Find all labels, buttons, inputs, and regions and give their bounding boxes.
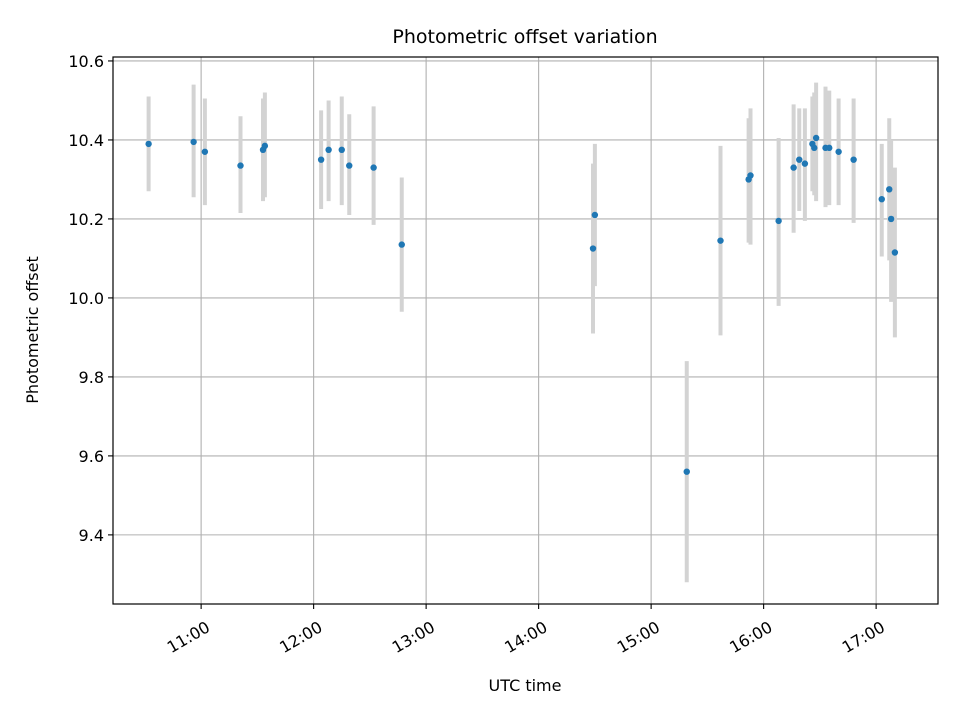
data-point: [370, 164, 377, 171]
data-point: [796, 156, 803, 163]
data-point: [887, 215, 895, 223]
data-point: [801, 160, 809, 167]
y-tick-label: 10.0: [68, 289, 104, 308]
data-point: [261, 142, 269, 150]
data-point: [325, 146, 332, 154]
x-axis-title: UTC time: [489, 676, 562, 695]
data-point: [891, 249, 899, 256]
data-point: [812, 134, 820, 142]
data-point: [878, 195, 885, 203]
data-point: [317, 156, 325, 163]
data-point: [338, 146, 345, 154]
data-point: [790, 164, 797, 171]
data-point: [237, 162, 244, 169]
y-tick-label: 10.2: [68, 210, 104, 229]
y-tick-label: 9.4: [79, 526, 104, 545]
data-point: [589, 245, 597, 252]
data-point: [398, 241, 405, 248]
y-axis-title: Photometric offset: [23, 256, 42, 404]
data-point: [190, 138, 197, 146]
y-tick-label: 10.6: [68, 52, 104, 71]
data-point: [850, 156, 857, 163]
data-point: [886, 186, 893, 193]
data-point: [835, 148, 842, 155]
chart-title: Photometric offset variation: [392, 26, 657, 48]
grid-layer: [113, 57, 938, 604]
data-point: [145, 140, 152, 148]
y-tick-label: 9.8: [79, 368, 104, 387]
data-point: [591, 211, 599, 219]
y-tick-label: 9.6: [79, 447, 104, 466]
data-point: [717, 237, 724, 244]
y-tick-label: 10.4: [68, 131, 104, 150]
data-point: [346, 162, 353, 169]
data-point: [201, 148, 209, 155]
data-point: [683, 468, 690, 475]
data-point: [775, 217, 782, 225]
data-point: [826, 144, 833, 152]
plot-frame: [112, 56, 939, 605]
point-layer: [145, 134, 899, 475]
data-point: [747, 172, 754, 179]
data-point: [811, 144, 818, 152]
